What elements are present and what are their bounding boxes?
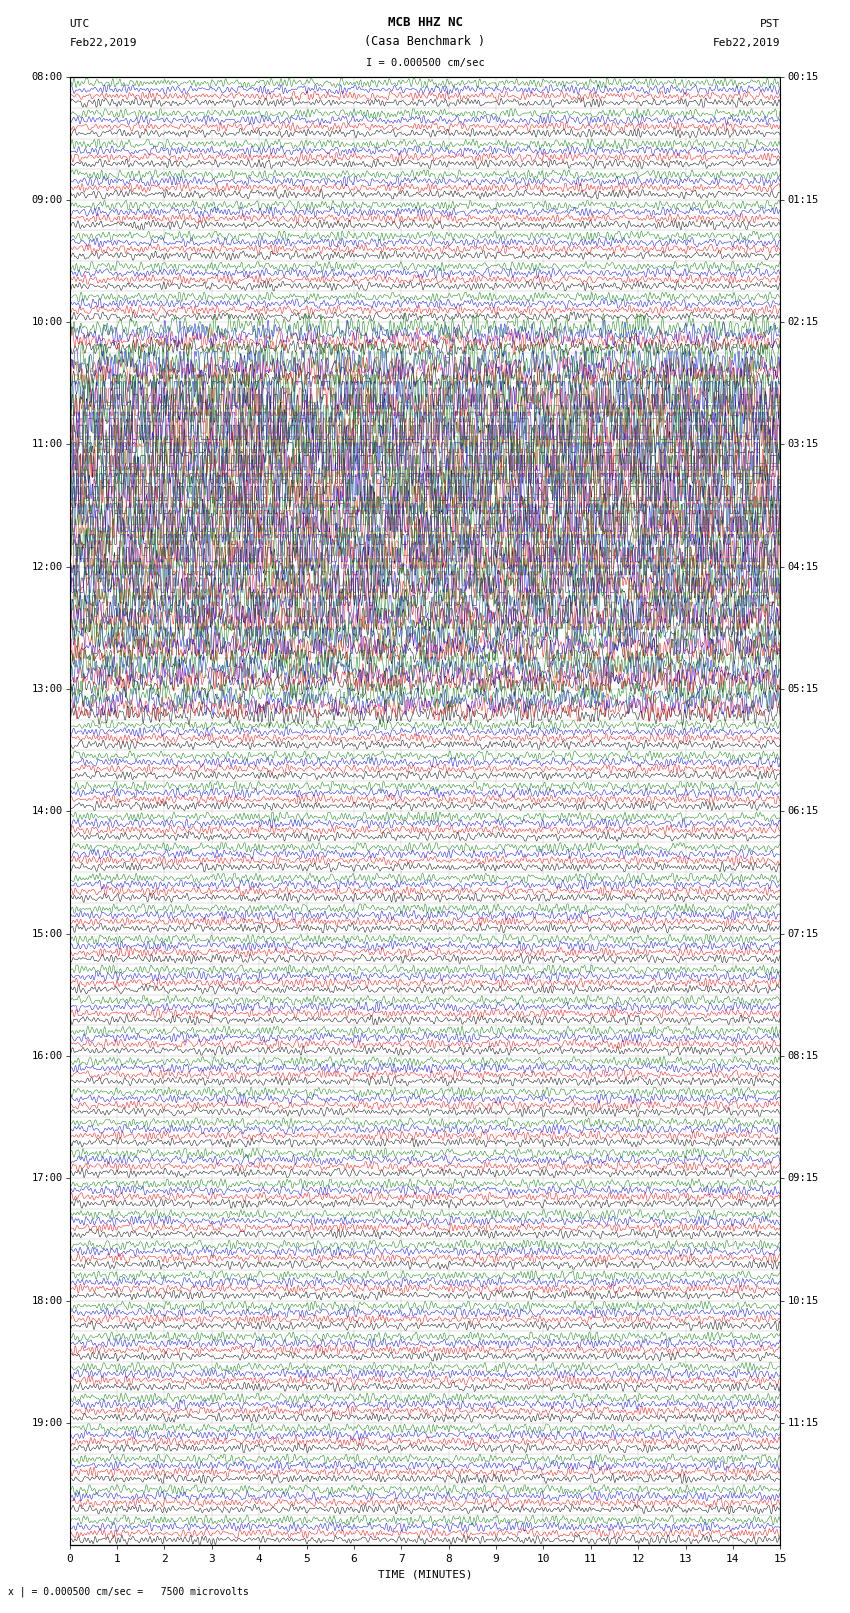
Text: MCB HHZ NC: MCB HHZ NC [388, 16, 462, 29]
Text: x | = 0.000500 cm/sec =   7500 microvolts: x | = 0.000500 cm/sec = 7500 microvolts [8, 1586, 249, 1597]
Text: Feb22,2019: Feb22,2019 [70, 39, 137, 48]
Text: UTC: UTC [70, 19, 90, 29]
X-axis label: TIME (MINUTES): TIME (MINUTES) [377, 1569, 473, 1579]
Text: (Casa Benchmark ): (Casa Benchmark ) [365, 35, 485, 48]
Text: I = 0.000500 cm/sec: I = 0.000500 cm/sec [366, 58, 484, 68]
Text: Feb22,2019: Feb22,2019 [713, 39, 780, 48]
Text: PST: PST [760, 19, 780, 29]
